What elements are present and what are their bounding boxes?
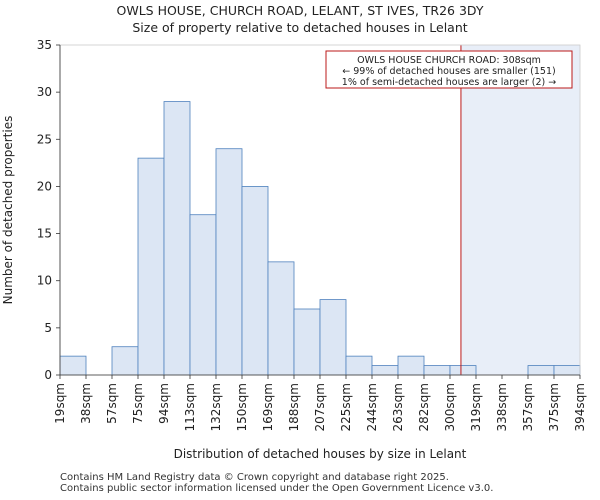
annotation-line-1: OWLS HOUSE CHURCH ROAD: 308sqm (357, 55, 541, 66)
x-tick-label: 169sqm (261, 383, 275, 431)
larger-region-shade (460, 45, 580, 375)
histogram-bar (215, 148, 243, 376)
x-tick-label: 394sqm (573, 383, 587, 431)
y-tick-label: 5 (44, 321, 52, 335)
y-tick-label: 10 (37, 274, 52, 288)
histogram-bar (59, 355, 87, 376)
x-tick-label: 132sqm (209, 383, 223, 431)
x-tick-label: 207sqm (313, 383, 327, 431)
x-tick-label: 188sqm (287, 383, 301, 431)
x-tick-label: 357sqm (521, 383, 535, 431)
histogram-bar (137, 157, 165, 376)
x-tick-label: 375sqm (547, 383, 561, 431)
y-axis-label: Number of detached properties (1, 116, 15, 305)
histogram-bar (267, 261, 295, 376)
x-tick-label: 113sqm (183, 383, 197, 431)
histogram-bar (371, 365, 399, 376)
annotation-box (325, 50, 573, 89)
annotation-line-3: 1% of semi-detached houses are larger (2… (342, 77, 556, 88)
footer-attribution: Contains HM Land Registry data © Crown c… (60, 472, 493, 494)
histogram-bar (111, 346, 139, 376)
annotation-line-2: ← 99% of detached houses are smaller (15… (342, 66, 555, 77)
y-tick-label: 30 (37, 85, 52, 99)
histogram-bar (189, 214, 217, 376)
y-tick-label: 15 (37, 227, 52, 241)
footer-line-2: Contains public sector information licen… (60, 483, 494, 494)
title-line-1: OWLS HOUSE, CHURCH ROAD, LELANT, ST IVES… (116, 3, 484, 18)
histogram-bar (553, 365, 581, 376)
y-tick-label: 20 (37, 179, 52, 193)
histogram-bar (449, 365, 477, 376)
x-tick-label: 38sqm (79, 383, 93, 424)
x-tick-label: 225sqm (339, 383, 353, 431)
x-tick-label: 300sqm (443, 383, 457, 431)
x-tick-label: 57sqm (105, 383, 119, 424)
histogram-bar (293, 308, 321, 376)
x-tick-label: 282sqm (417, 383, 431, 431)
x-tick-label: 319sqm (469, 383, 483, 431)
histogram-bar (397, 355, 425, 376)
title-line-2: Size of property relative to detached ho… (132, 20, 468, 35)
x-tick-label: 244sqm (365, 383, 379, 431)
histogram-bar (319, 299, 347, 376)
x-tick-label: 19sqm (53, 383, 67, 424)
x-tick-label: 94sqm (157, 383, 171, 424)
x-axis-label: Distribution of detached houses by size … (174, 447, 467, 461)
histogram-bar (345, 355, 373, 376)
y-tick-label: 35 (37, 38, 52, 52)
chart-title: OWLS HOUSE, CHURCH ROAD, LELANT, ST IVES… (0, 2, 600, 36)
x-tick-label: 263sqm (391, 383, 405, 431)
histogram-bar (527, 365, 555, 376)
histogram-bar (241, 186, 269, 376)
footer-line-1: Contains HM Land Registry data © Crown c… (60, 472, 449, 483)
x-tick-label: 150sqm (235, 383, 249, 431)
histogram-bar (423, 365, 451, 376)
x-tick-label: 75sqm (131, 383, 145, 424)
y-tick-label: 25 (37, 132, 52, 146)
x-tick-label: 338sqm (495, 383, 509, 431)
histogram-bar (163, 101, 191, 376)
y-tick-label: 0 (44, 368, 52, 382)
